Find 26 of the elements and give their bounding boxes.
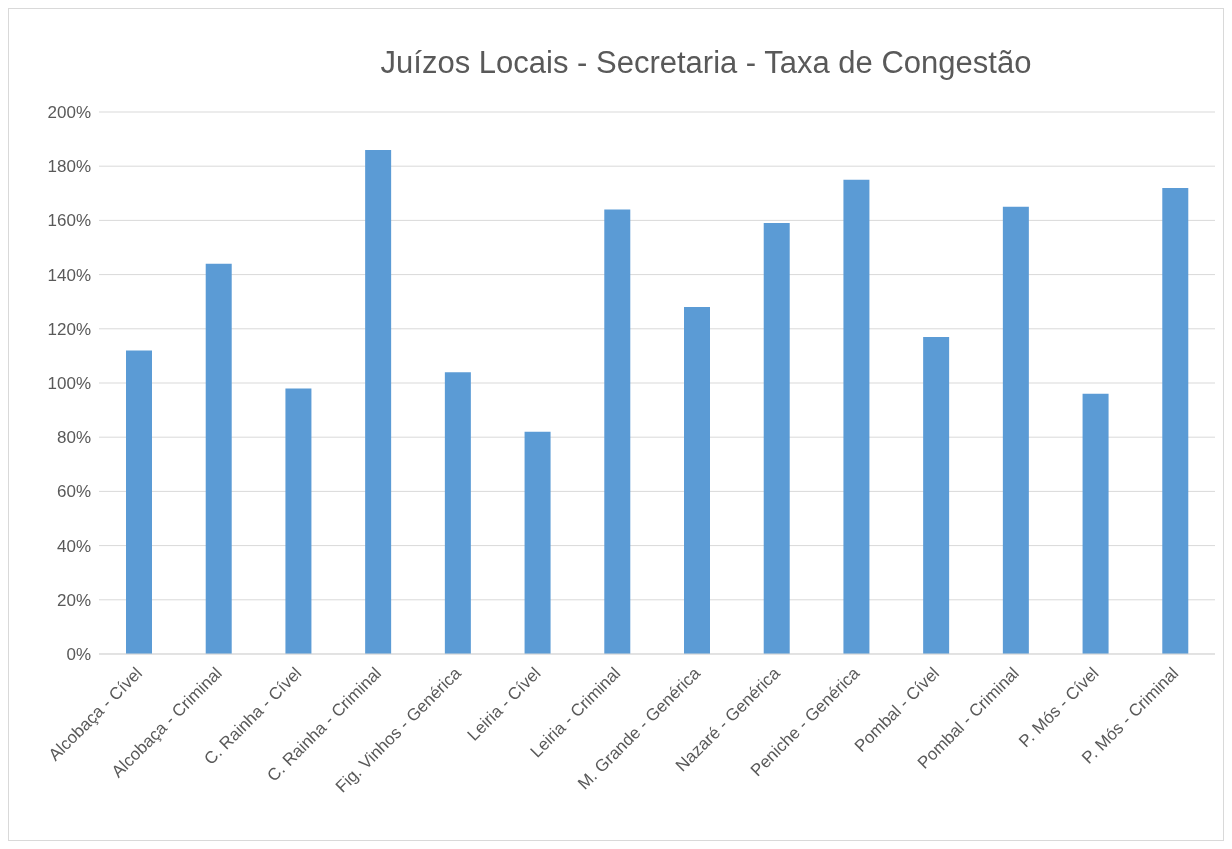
bar [763,223,790,654]
y-tick-label: 100% [47,374,91,394]
y-tick-label: 180% [47,157,91,177]
bar [285,388,312,654]
y-tick-label: 120% [47,319,91,339]
y-tick-label: 160% [47,211,91,231]
y-tick-label: 200% [47,103,91,123]
chart-title: Juízos Locais - Secretaria - Taxa de Congestão [379,45,1033,81]
y-tick-label: 20% [56,590,91,610]
y-tick-label: 140% [47,265,91,285]
bar [1162,187,1189,654]
y-tick-label: 0% [66,645,91,665]
bar [923,336,950,654]
bar [365,149,392,654]
bar [1082,393,1109,654]
y-tick-label: 60% [56,482,91,502]
bar [444,372,471,654]
bar [126,350,152,654]
y-tick-label: 40% [56,536,91,556]
y-tick-label: 80% [56,428,91,448]
bar [604,209,631,654]
bar [524,431,551,654]
bar [205,263,232,654]
bar [843,179,870,654]
bar [1002,206,1029,654]
bar [684,307,710,654]
